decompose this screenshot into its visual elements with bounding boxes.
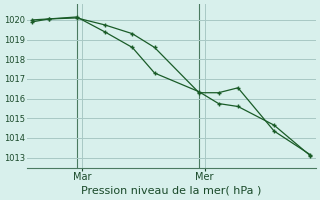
X-axis label: Pression niveau de la mer( hPa ): Pression niveau de la mer( hPa ) (81, 186, 261, 196)
